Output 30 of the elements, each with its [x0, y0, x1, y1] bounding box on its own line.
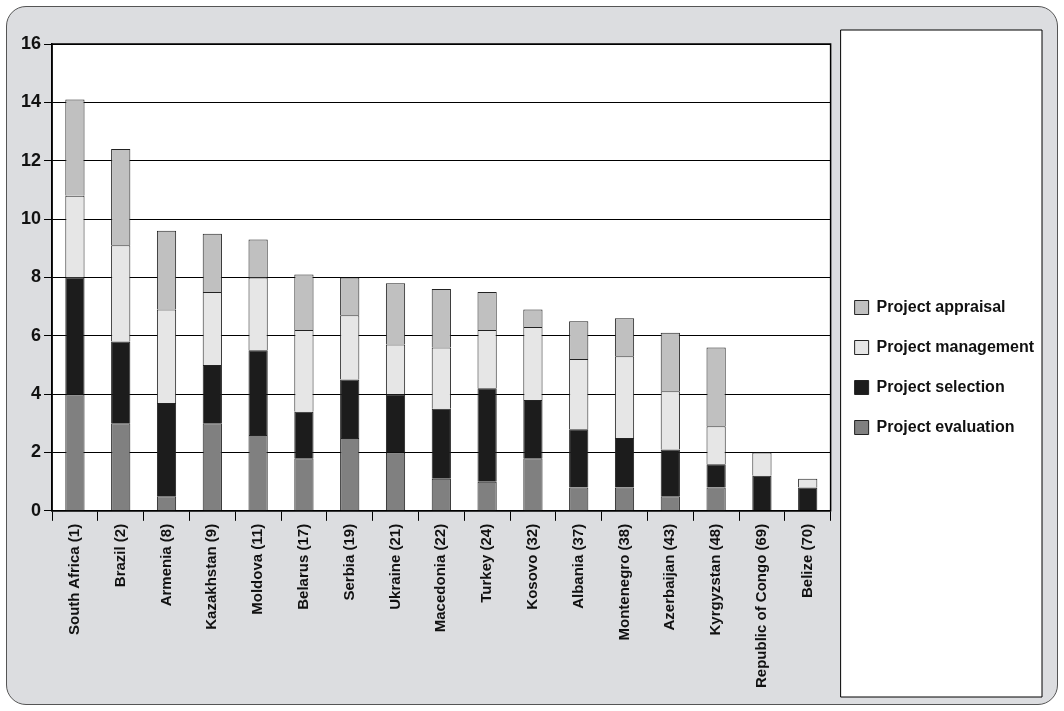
- y-tick-label: 2: [31, 441, 42, 462]
- legend-label: Project management: [876, 337, 1035, 355]
- legend-label: Project appraisal: [876, 297, 1006, 315]
- x-tick-label: Republic of Congo (69): [752, 523, 770, 689]
- x-tick-label: Kosovo (32): [523, 523, 541, 610]
- y-tick-label: 4: [31, 383, 42, 404]
- legend-label: Project selection: [876, 377, 1005, 395]
- x-tick-label: Albania (37): [568, 523, 586, 609]
- x-tick-label: Belarus (17): [294, 523, 312, 610]
- y-tick-label: 12: [20, 149, 42, 170]
- x-tick-label: Moldova (11): [248, 523, 266, 615]
- y-tick-label: 0: [31, 499, 42, 520]
- y-tick-label: 6: [31, 324, 42, 345]
- y-tick-label: 10: [20, 208, 42, 229]
- y-tick-label: 14: [20, 91, 42, 112]
- x-tick-label: Brazil (2): [110, 523, 128, 588]
- x-tick-label: Montenegro (38): [614, 523, 632, 641]
- x-tick-label: Kazakhstan (9): [202, 523, 220, 630]
- y-tick-label: 16: [20, 32, 42, 53]
- x-tick-label: Azerbaijan (43): [660, 523, 678, 631]
- x-tick-label: Serbia (19): [339, 523, 357, 601]
- y-tick-label: 8: [31, 266, 42, 287]
- x-tick-label: Ukraine (21): [385, 523, 403, 610]
- x-tick-label: Kyrgyzstan (48): [706, 523, 724, 636]
- x-tick-label: South Africa (1): [65, 523, 83, 635]
- x-tick-label: Macedonia (22): [431, 523, 449, 633]
- x-tick-label: Turkey (24): [477, 523, 495, 603]
- x-tick-label: Armenia (8): [156, 523, 174, 607]
- legend-label: Project evaluation: [876, 417, 1015, 435]
- x-tick-label: Belize (70): [797, 523, 815, 599]
